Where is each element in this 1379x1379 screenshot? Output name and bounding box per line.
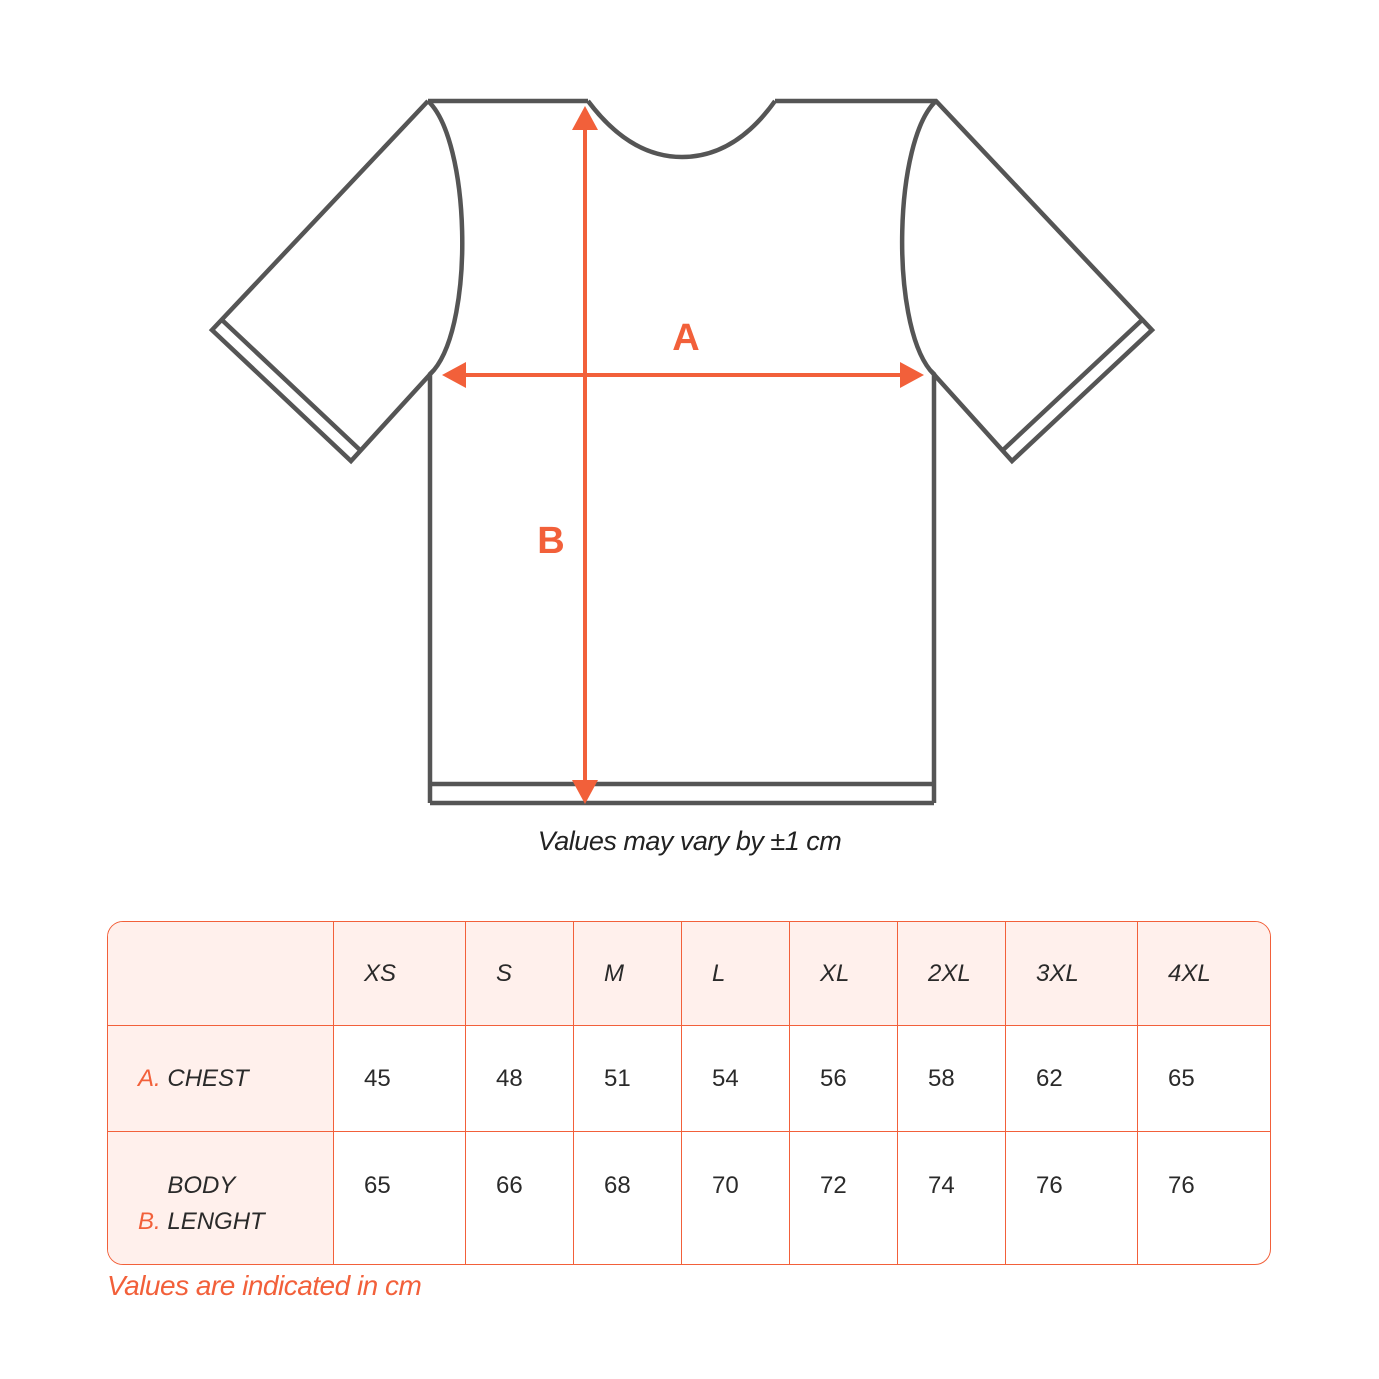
value-cell: 48	[466, 1026, 574, 1132]
size-header: 3XL	[1006, 922, 1138, 1026]
size-header: XL	[790, 922, 898, 1026]
shirt-outline-right	[775, 98, 1156, 803]
row-label-text: CHEST	[167, 1064, 249, 1092]
arrow-head-down	[572, 780, 598, 804]
table-header-row: XS S M L XL 2XL 3XL 4XL	[108, 922, 1270, 1026]
value-cell: 66	[466, 1132, 574, 1264]
value-cell: 45	[334, 1026, 466, 1132]
arrow-head-right	[900, 362, 924, 388]
value-cell: 74	[898, 1132, 1006, 1264]
label-a: A	[672, 317, 699, 359]
row-label-text: BODY LENGHT	[167, 1172, 265, 1235]
units-note: Values are indicated in cm	[107, 1270, 422, 1301]
size-header: S	[466, 922, 574, 1026]
row-prefix: B.	[138, 1208, 161, 1235]
shirt-neckline	[586, 99, 777, 160]
corner-cell	[108, 922, 334, 1026]
value-cell: 76	[1168, 1172, 1195, 1199]
arrow-head-up	[572, 106, 598, 130]
value-cell: 70	[682, 1132, 790, 1264]
size-table: XS S M L XL 2XL 3XL 4XL A. CHEST 45 48 5…	[107, 921, 1271, 1265]
value-cell: 68	[574, 1132, 682, 1264]
value-cell: 54	[682, 1026, 790, 1132]
size-header: L	[682, 922, 790, 1026]
arrow-head-left	[442, 362, 466, 388]
value-cell: 58	[898, 1026, 1006, 1132]
row-prefix: A.	[138, 1064, 161, 1092]
value-cell: 65	[1138, 1026, 1270, 1132]
row-label: A. CHEST	[108, 1026, 334, 1132]
tolerance-note: Values may vary by ±1 cm	[537, 826, 842, 856]
value-cell: 65	[334, 1132, 466, 1264]
label-b: B	[537, 520, 564, 562]
table-row-body-length: B. BODY LENGHT 65 66 68 70 72 74 76 76	[108, 1132, 1270, 1264]
tshirt-diagram: A B	[208, 98, 1156, 806]
size-header: 4XL	[1138, 922, 1270, 1026]
size-header: XS	[334, 922, 466, 1026]
value-cell: 76	[1006, 1132, 1138, 1264]
row-label: B. BODY LENGHT	[108, 1132, 334, 1264]
shirt-outline-left	[208, 98, 588, 803]
shirt-hem	[430, 781, 934, 806]
value-cell: 56	[790, 1026, 898, 1132]
size-header: 2XL	[898, 922, 1006, 1026]
value-cell: 72	[790, 1132, 898, 1264]
value-cell: 51	[574, 1026, 682, 1132]
value-cell: 62	[1006, 1026, 1138, 1132]
size-header: M	[574, 922, 682, 1026]
table-row-chest: A. CHEST 45 48 51 54 56 58 62 65	[108, 1026, 1270, 1132]
